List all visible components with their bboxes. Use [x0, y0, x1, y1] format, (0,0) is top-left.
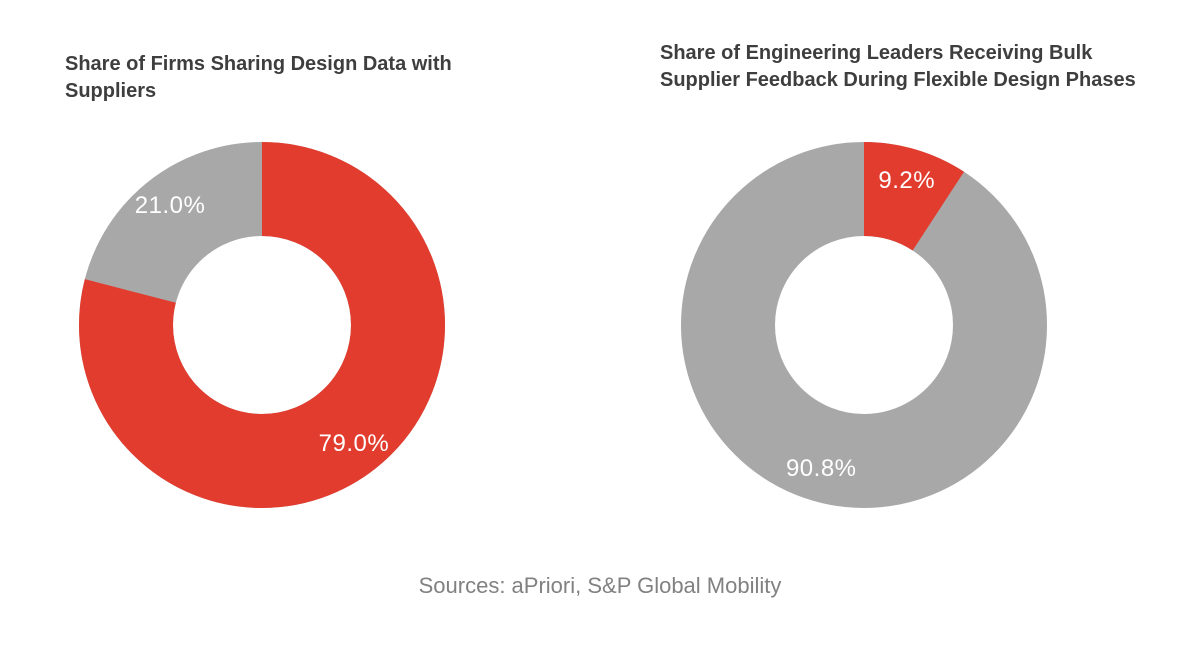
slice-label-red: 79.0%: [318, 429, 390, 457]
slice-label-red: 9.2%: [878, 167, 936, 195]
donut-svg-right: [681, 142, 1047, 508]
slice-label-gray: 21.0%: [134, 192, 206, 220]
chart-title-right: Share of Engineering Leaders Receiving B…: [660, 42, 1136, 91]
slice-label-gray: 90.8%: [785, 454, 857, 482]
donut-chart-left: 79.0% 21.0%: [72, 135, 452, 515]
chart-title-left: Share of Firms Sharing Design Data with …: [65, 53, 452, 102]
donut-chart-right: 9.2% 90.8%: [674, 135, 1054, 515]
donut-svg-left: [79, 142, 445, 508]
source-note: Sources: aPriori, S&P Global Mobility: [418, 573, 782, 598]
